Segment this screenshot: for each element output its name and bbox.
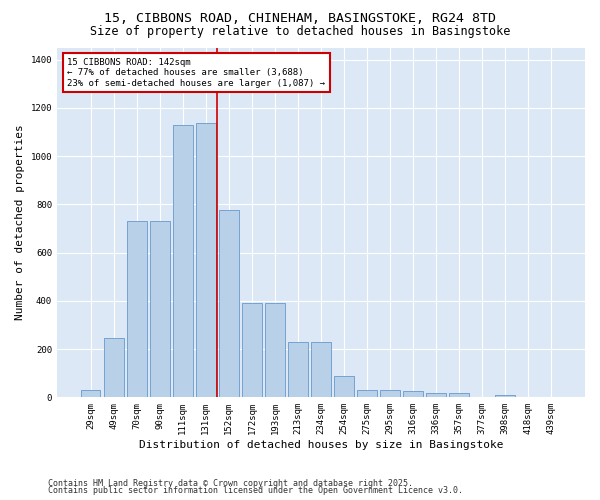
Bar [357, 390, 377, 398]
Bar [288, 342, 308, 398]
Bar [380, 390, 400, 398]
X-axis label: Distribution of detached houses by size in Basingstoke: Distribution of detached houses by size … [139, 440, 503, 450]
Bar [196, 124, 215, 398]
Text: Size of property relative to detached houses in Basingstoke: Size of property relative to detached ho… [90, 25, 510, 38]
Bar [449, 392, 469, 398]
Bar [265, 303, 284, 398]
Bar [334, 376, 354, 398]
Bar [311, 342, 331, 398]
Y-axis label: Number of detached properties: Number of detached properties [15, 124, 25, 320]
Bar [403, 392, 423, 398]
Bar [173, 124, 193, 398]
Bar [426, 392, 446, 398]
Bar [496, 395, 515, 398]
Bar [219, 210, 239, 398]
Text: 15 CIBBONS ROAD: 142sqm
← 77% of detached houses are smaller (3,688)
23% of semi: 15 CIBBONS ROAD: 142sqm ← 77% of detache… [67, 58, 325, 88]
Bar [242, 303, 262, 398]
Bar [104, 338, 124, 398]
Text: 15, CIBBONS ROAD, CHINEHAM, BASINGSTOKE, RG24 8TD: 15, CIBBONS ROAD, CHINEHAM, BASINGSTOKE,… [104, 12, 496, 26]
Bar [81, 390, 100, 398]
Bar [127, 221, 146, 398]
Text: Contains HM Land Registry data © Crown copyright and database right 2025.: Contains HM Land Registry data © Crown c… [48, 478, 413, 488]
Bar [150, 221, 170, 398]
Text: Contains public sector information licensed under the Open Government Licence v3: Contains public sector information licen… [48, 486, 463, 495]
